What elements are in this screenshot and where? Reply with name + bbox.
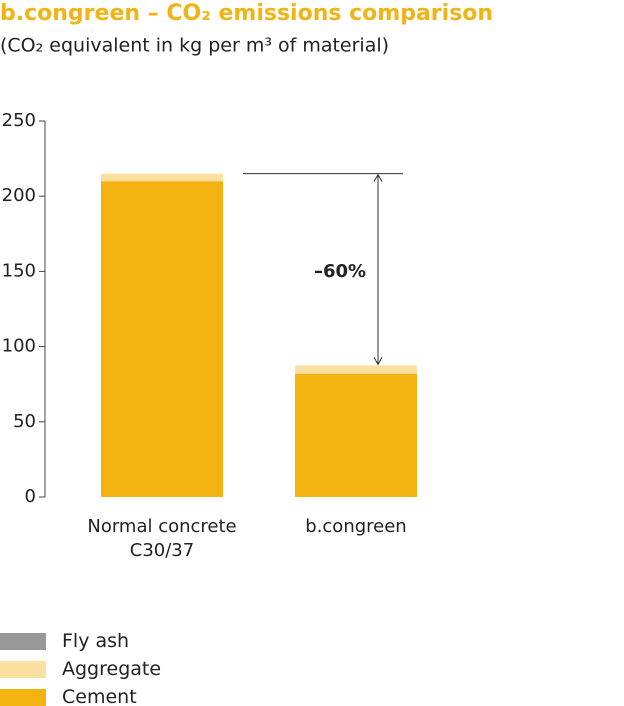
- bar-segment: [295, 373, 417, 497]
- y-tick-label: 0: [25, 486, 36, 507]
- bar-segment: [295, 365, 417, 374]
- legend-item: Aggregate: [0, 658, 162, 680]
- chart-subtitle: (CO₂ equivalent in kg per m³ of material…: [0, 35, 389, 57]
- arrow-head: [373, 357, 383, 366]
- legend-item: Cement: [0, 686, 137, 706]
- legend-label: Fly ash: [62, 630, 130, 652]
- x-tick-label: Normal concrete C30/37: [87, 516, 237, 561]
- arrow-head: [373, 173, 383, 182]
- y-tick-label: 150: [2, 260, 36, 281]
- legend-swatch: [0, 632, 46, 650]
- chart-title: b.congreen – CO₂ emissions comparison: [0, 1, 493, 26]
- y-tick-label: 250: [2, 110, 36, 131]
- y-tick-label: 100: [2, 336, 36, 357]
- x-tick-label: b.congreen: [305, 516, 407, 537]
- y-tick-label: 50: [13, 411, 36, 432]
- y-tick-label: 200: [2, 185, 36, 206]
- legend-label: Cement: [62, 686, 137, 706]
- annotation: –60%: [314, 261, 366, 282]
- legend-swatch: [0, 688, 46, 706]
- bar-segment: [101, 181, 223, 497]
- legend-swatch: [0, 660, 46, 678]
- legend-item: Fly ash: [0, 630, 130, 652]
- bar-segment: [101, 173, 223, 182]
- legend-label: Aggregate: [62, 658, 162, 680]
